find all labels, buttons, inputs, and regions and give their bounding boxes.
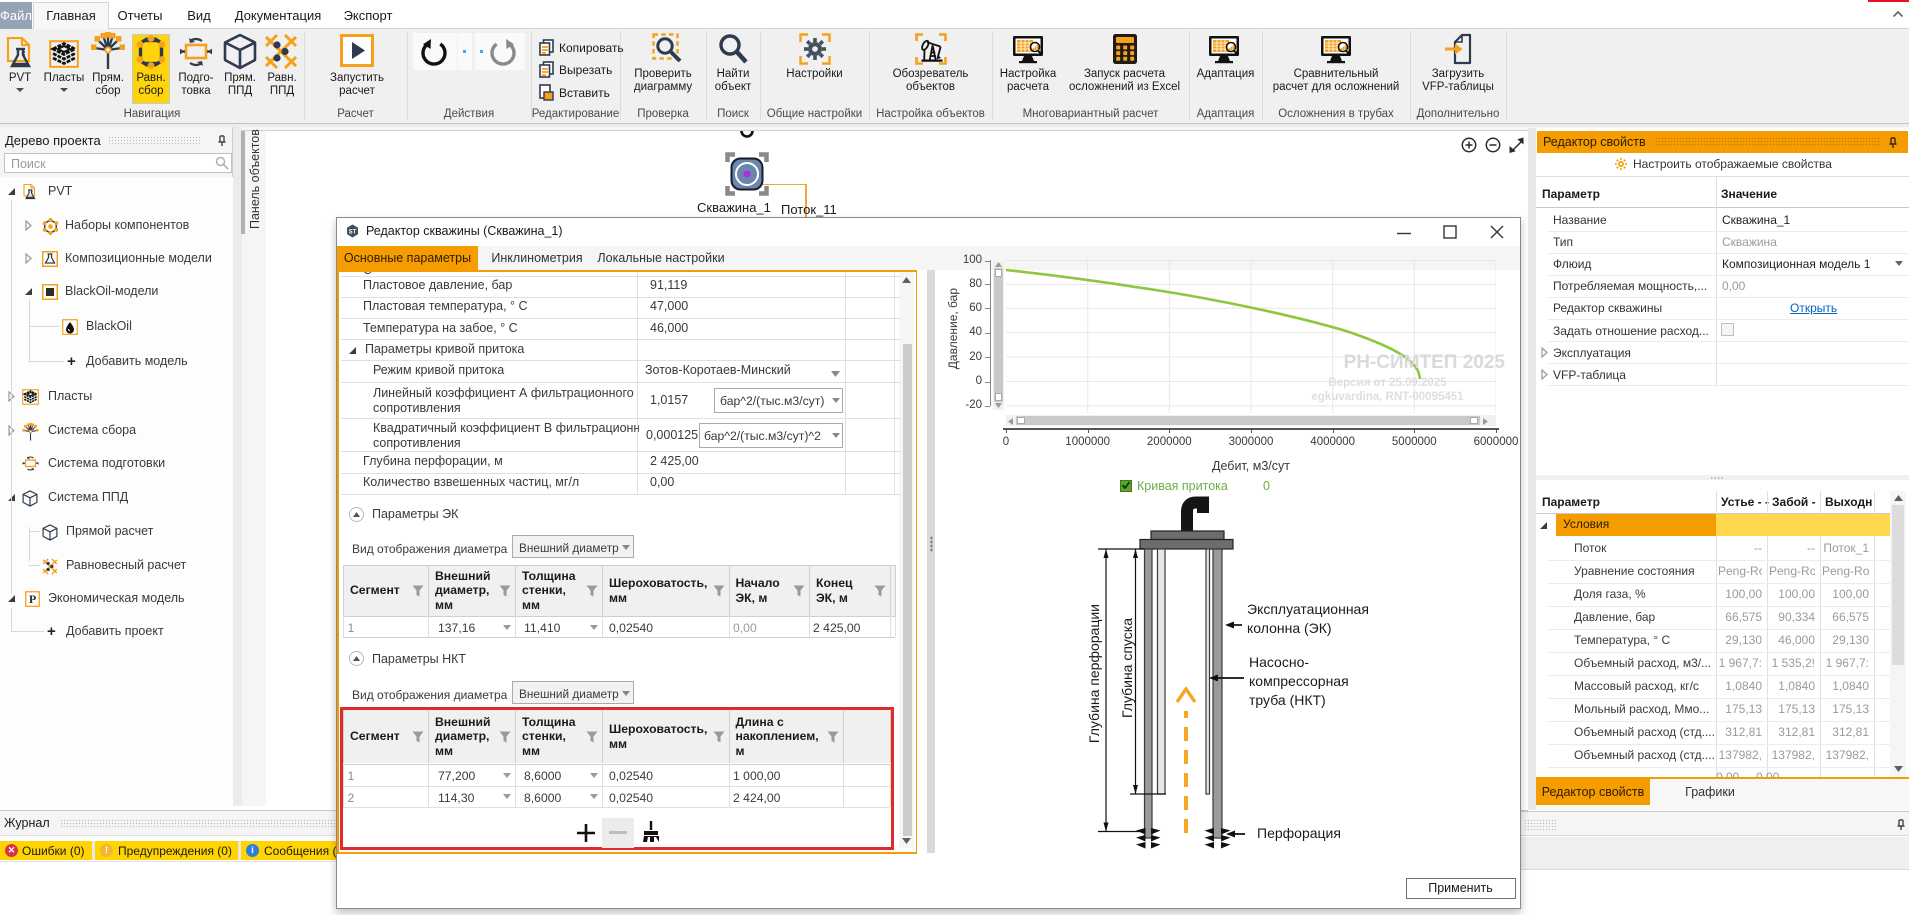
svg-text:ST: ST bbox=[349, 230, 357, 236]
svg-text:P: P bbox=[29, 592, 36, 606]
